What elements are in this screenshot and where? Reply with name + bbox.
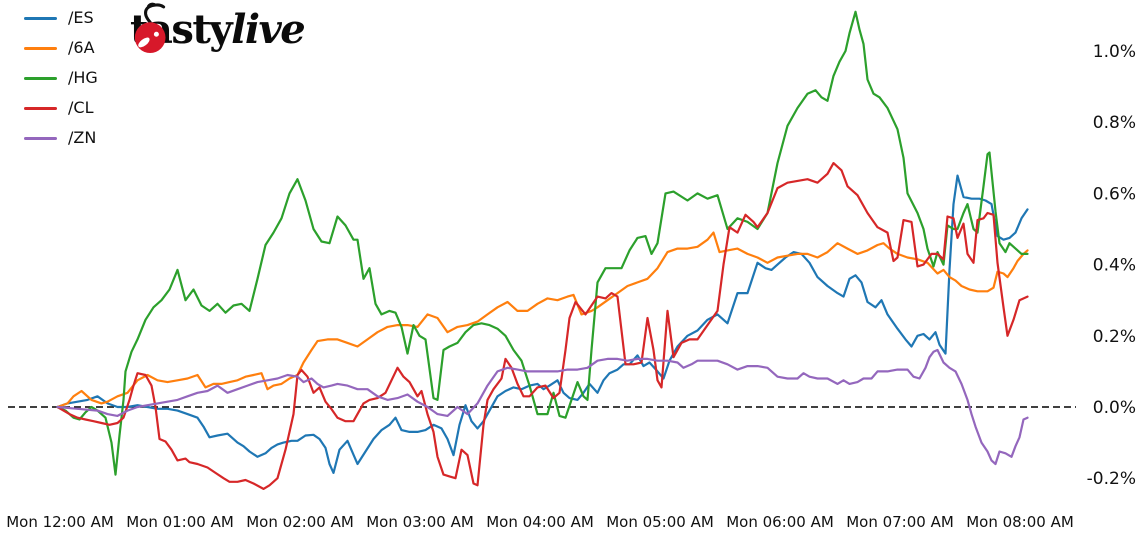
legend-label: /HG (68, 68, 98, 87)
series-line-cl (56, 162, 1029, 490)
legend-line-swatch (24, 136, 57, 140)
y-axis-tick-label: 0.6% (1093, 184, 1136, 204)
x-axis-tick-label: Mon 04:00 AM (486, 513, 594, 531)
y-axis-tick-label: 1.0% (1093, 42, 1136, 62)
logo-text-live: live (231, 6, 306, 53)
y-axis-tick-label: 0.0% (1093, 398, 1136, 418)
legend-item-es: /ES (24, 3, 98, 33)
x-axis-tick-label: Mon 08:00 AM (966, 513, 1074, 531)
series-line-hg (56, 10, 1029, 476)
series-line-zn (56, 348, 1029, 466)
legend-item-hg: /HG (24, 63, 98, 93)
x-axis-tick-label: Mon 02:00 AM (246, 513, 354, 531)
series-line-es (56, 174, 1029, 474)
legend-label: /CL (68, 98, 94, 117)
cherry-icon (134, 2, 166, 53)
x-axis-tick-label: Mon 03:00 AM (366, 513, 474, 531)
y-axis-tick-label: 0.2% (1093, 327, 1136, 347)
y-axis-tick-label: 0.4% (1093, 256, 1136, 276)
legend-item-zn: /ZN (24, 123, 98, 153)
y-axis-tick-label: 0.8% (1093, 113, 1136, 133)
y-axis-tick-label: -0.2% (1087, 469, 1136, 489)
series-line-6a (56, 231, 1029, 409)
legend-label: /ES (68, 8, 94, 27)
x-axis-tick-label: Mon 07:00 AM (846, 513, 954, 531)
legend-line-swatch (24, 46, 57, 50)
legend-item-cl: /CL (24, 93, 98, 123)
legend-line-swatch (24, 16, 57, 20)
legend-item-6a: /6A (24, 33, 98, 63)
legend-line-swatch (24, 76, 57, 80)
x-axis-tick-label: Mon 05:00 AM (606, 513, 714, 531)
tastylive-logo: tastylive (130, 2, 306, 58)
legend-label: /ZN (68, 128, 97, 147)
x-axis-tick-label: Mon 06:00 AM (726, 513, 834, 531)
x-axis-tick-label: Mon 01:00 AM (126, 513, 234, 531)
chart-legend: /ES/6A/HG/CL/ZN (24, 3, 98, 153)
legend-label: /6A (68, 38, 95, 57)
legend-line-swatch (24, 106, 57, 110)
x-axis-tick-label: Mon 12:00 AM (6, 513, 114, 531)
